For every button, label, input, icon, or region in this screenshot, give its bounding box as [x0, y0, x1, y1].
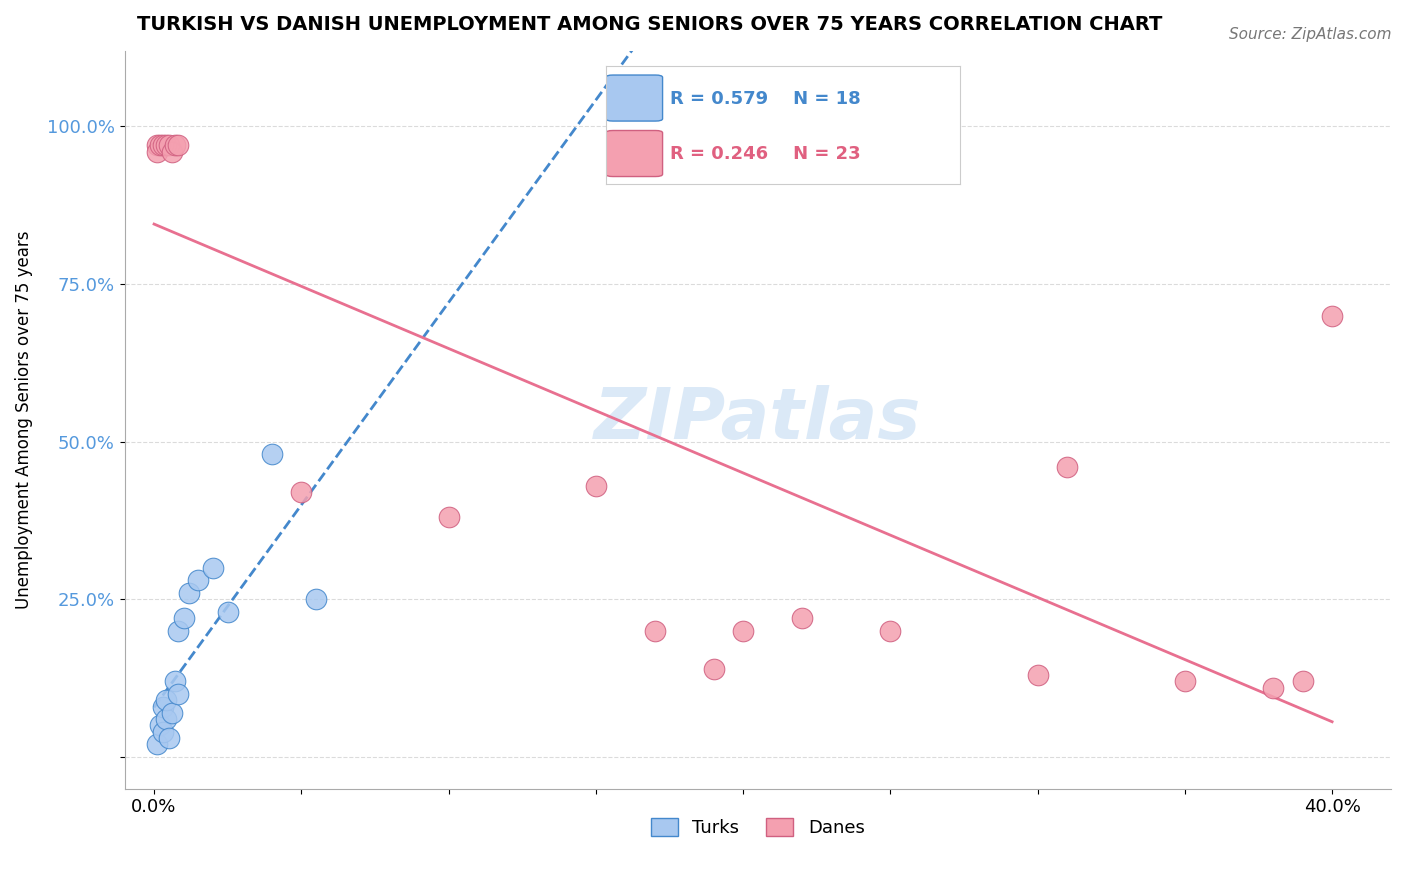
- Danes: [152, 138, 174, 153]
- Turks: [173, 611, 195, 625]
- Danes: [1056, 460, 1078, 475]
- Turks: [160, 706, 183, 720]
- Danes: [585, 479, 607, 493]
- Danes: [1291, 674, 1313, 689]
- Danes: [1320, 309, 1343, 323]
- Turks: [166, 624, 188, 638]
- Text: Source: ZipAtlas.com: Source: ZipAtlas.com: [1229, 27, 1392, 42]
- Turks: [146, 738, 169, 752]
- Danes: [437, 510, 460, 524]
- Danes: [1026, 668, 1049, 682]
- Turks: [152, 699, 174, 714]
- Danes: [733, 624, 755, 638]
- Danes: [163, 138, 186, 153]
- Danes: [157, 138, 180, 153]
- Danes: [879, 624, 901, 638]
- Danes: [166, 138, 188, 153]
- Text: TURKISH VS DANISH UNEMPLOYMENT AMONG SENIORS OVER 75 YEARS CORRELATION CHART: TURKISH VS DANISH UNEMPLOYMENT AMONG SEN…: [138, 15, 1163, 34]
- Turks: [166, 687, 188, 701]
- Turks: [155, 693, 177, 707]
- Danes: [149, 138, 172, 153]
- Danes: [1263, 681, 1285, 695]
- Danes: [790, 611, 813, 625]
- Turks: [187, 574, 209, 588]
- Danes: [146, 145, 169, 159]
- Turks: [305, 592, 328, 607]
- Danes: [290, 485, 312, 500]
- Danes: [644, 624, 666, 638]
- Turks: [201, 561, 224, 575]
- Turks: [155, 712, 177, 726]
- Danes: [146, 138, 169, 153]
- Danes: [1174, 674, 1197, 689]
- Turks: [157, 731, 180, 745]
- Turks: [217, 605, 239, 619]
- Turks: [163, 674, 186, 689]
- Turks: [260, 447, 283, 461]
- Danes: [703, 662, 725, 676]
- Legend: Turks, Danes: Turks, Danes: [641, 808, 875, 846]
- Danes: [155, 138, 177, 153]
- Danes: [160, 145, 183, 159]
- Turks: [149, 718, 172, 732]
- Y-axis label: Unemployment Among Seniors over 75 years: Unemployment Among Seniors over 75 years: [15, 230, 32, 609]
- Turks: [179, 586, 201, 600]
- Turks: [152, 724, 174, 739]
- Text: ZIPatlas: ZIPatlas: [595, 385, 921, 454]
